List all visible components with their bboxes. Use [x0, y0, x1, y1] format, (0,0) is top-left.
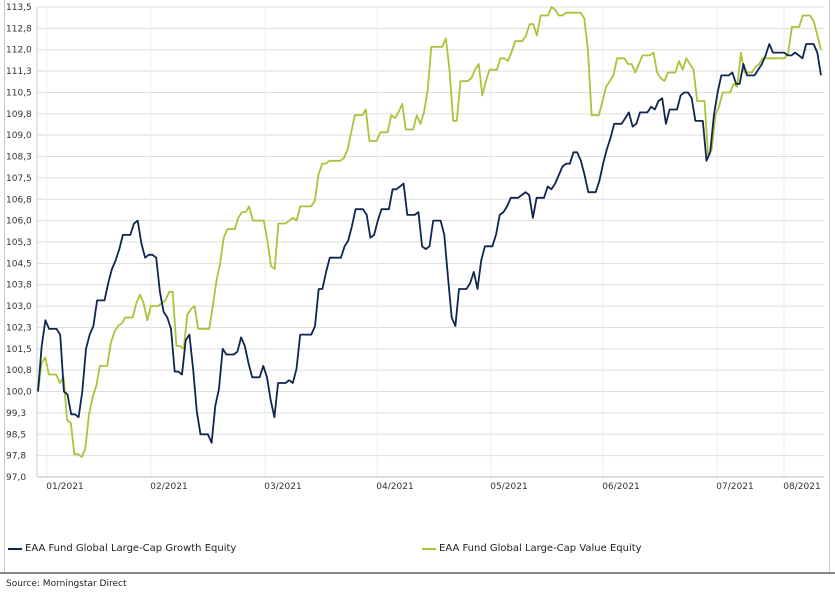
- y-tick-label: 98,5: [6, 430, 26, 440]
- y-tick-label: 109,0: [6, 131, 32, 141]
- legend-label-growth: EAA Fund Global Large-Cap Growth Equity: [25, 543, 237, 554]
- x-tick-label: 04/2021: [376, 482, 413, 492]
- x-tick-label: 05/2021: [490, 482, 527, 492]
- legend-item-value: EAA Fund Global Large-Cap Value Equity: [422, 543, 642, 554]
- x-tick-label: 03/2021: [264, 482, 301, 492]
- legend-item-growth: EAA Fund Global Large-Cap Growth Equity: [8, 543, 236, 554]
- y-tick-label: 99,3: [6, 409, 26, 419]
- y-tick-label: 109,8: [6, 110, 32, 120]
- x-tick-label: 02/2021: [150, 482, 187, 492]
- y-tick-label: 107,5: [6, 174, 32, 184]
- legend: EAA Fund Global Large-Cap Growth Equity …: [8, 543, 828, 559]
- y-tick-label: 106,0: [6, 217, 32, 227]
- chart-frame: [4, 0, 830, 572]
- legend-label-value: EAA Fund Global Large-Cap Value Equity: [439, 543, 642, 554]
- y-tick-label: 97,0: [6, 473, 26, 483]
- y-tick-label: 97,8: [6, 452, 26, 462]
- source-note: Source: Morningstar Direct: [6, 579, 127, 589]
- y-tick-label: 106,8: [6, 195, 32, 205]
- series-growth-equity-line: [37, 43, 822, 444]
- x-tick-label: 07/2021: [716, 482, 753, 492]
- y-axis-ticks: 113,5 112,8 112,0 111,3 110,5 109,8 109,0 108,3…: [6, 3, 32, 483]
- y-tick-label: 110,5: [6, 88, 32, 98]
- y-tick-label: 104,5: [6, 259, 32, 269]
- y-tick-label: 112,8: [6, 24, 32, 34]
- y-tick-label: 101,5: [6, 345, 32, 355]
- y-tick-label: 103,0: [6, 302, 32, 312]
- line-chart: 113,5 112,8 112,0 111,3 110,5 109,8 109,0 108,3…: [6, 3, 824, 492]
- y-tick-label: 102,3: [6, 323, 32, 333]
- y-tick-label: 112,0: [6, 46, 32, 56]
- series-value-equity-line: [37, 6, 822, 459]
- series-lines: [37, 6, 822, 459]
- y-tick-label: 105,3: [6, 238, 32, 248]
- x-tick-label: 08/2021: [783, 482, 820, 492]
- x-axis-ticks: 01/2021 02/2021 03/2021 04/2021 05/2021 06/20…: [46, 482, 820, 492]
- source-bar: Source: Morningstar Direct: [0, 572, 835, 599]
- x-tick-label: 01/2021: [46, 482, 83, 492]
- y-tick-label: 100,8: [6, 366, 32, 376]
- legend-swatch-value: [422, 547, 436, 550]
- y-tick-label: 113,5: [6, 3, 32, 13]
- grid: [36, 6, 824, 478]
- y-tick-label: 103,8: [6, 281, 32, 291]
- y-tick-label: 100,0: [6, 388, 32, 398]
- x-tick-label: 06/2021: [602, 482, 639, 492]
- legend-swatch-growth: [8, 547, 22, 550]
- y-tick-label: 108,3: [6, 153, 32, 163]
- y-tick-label: 111,3: [6, 67, 32, 77]
